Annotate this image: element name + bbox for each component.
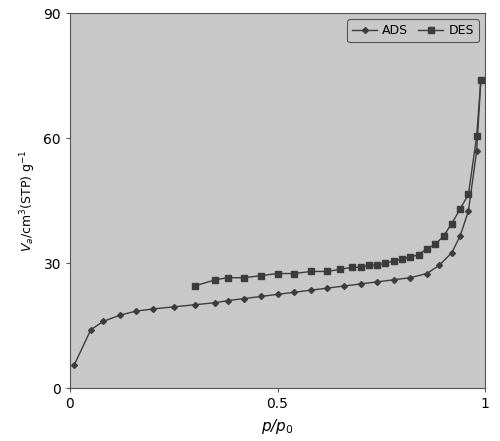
- ADS: [308, 288, 314, 293]
- ADS: [291, 290, 297, 295]
- DES: [374, 262, 380, 268]
- X-axis label: $p$/$p_0$: $p$/$p_0$: [261, 417, 294, 436]
- Legend: ADS, DES: ADS, DES: [347, 19, 479, 42]
- DES: [440, 233, 446, 239]
- ADS: [192, 302, 198, 307]
- DES: [358, 265, 364, 270]
- ADS: [424, 271, 430, 276]
- DES: [337, 267, 343, 272]
- ADS: [88, 327, 94, 333]
- ADS: [390, 277, 396, 282]
- ADS: [408, 275, 414, 280]
- ADS: [324, 285, 330, 291]
- DES: [349, 265, 355, 270]
- DES: [224, 275, 230, 280]
- ADS: [224, 298, 230, 303]
- ADS: [466, 209, 471, 214]
- DES: [457, 206, 463, 212]
- ADS: [100, 319, 106, 324]
- ADS: [150, 306, 156, 312]
- DES: [416, 252, 422, 258]
- DES: [258, 273, 264, 278]
- ADS: [171, 304, 177, 310]
- DES: [449, 221, 455, 226]
- DES: [308, 269, 314, 274]
- DES: [274, 271, 280, 276]
- Line: DES: DES: [192, 77, 484, 289]
- ADS: [457, 233, 463, 239]
- DES: [474, 134, 480, 139]
- DES: [382, 261, 388, 266]
- ADS: [242, 296, 248, 301]
- DES: [399, 256, 405, 262]
- DES: [366, 262, 372, 268]
- Y-axis label: $V_a$/cm$^3$(STP) g$^{-1}$: $V_a$/cm$^3$(STP) g$^{-1}$: [18, 149, 38, 252]
- ADS: [258, 294, 264, 299]
- ADS: [374, 279, 380, 284]
- ADS: [341, 284, 347, 289]
- DES: [466, 192, 471, 197]
- DES: [291, 271, 297, 276]
- DES: [424, 246, 430, 251]
- ADS: [117, 313, 123, 318]
- DES: [192, 284, 198, 289]
- ADS: [449, 250, 455, 255]
- ADS: [358, 281, 364, 287]
- DES: [390, 258, 396, 264]
- ADS: [212, 300, 218, 305]
- DES: [408, 254, 414, 259]
- ADS: [71, 363, 77, 368]
- ADS: [134, 308, 140, 314]
- Line: ADS: ADS: [72, 78, 483, 367]
- ADS: [436, 262, 442, 268]
- ADS: [474, 148, 480, 153]
- DES: [212, 277, 218, 282]
- DES: [242, 275, 248, 280]
- ADS: [478, 77, 484, 82]
- DES: [432, 242, 438, 247]
- ADS: [274, 292, 280, 297]
- DES: [324, 269, 330, 274]
- DES: [478, 77, 484, 82]
